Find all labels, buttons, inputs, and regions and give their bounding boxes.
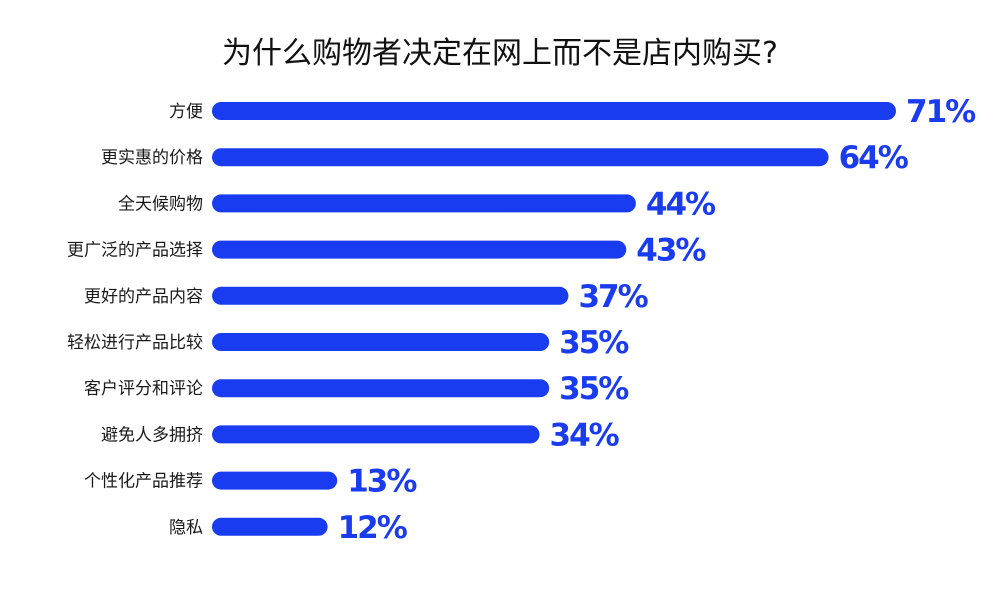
bar-row: 避免人多拥挤 34% <box>101 417 622 453</box>
chart-title: 为什么购物者决定在网上而不是店内购买? <box>222 36 778 71</box>
bar-row: 更广泛的产品选择 43% <box>67 233 708 269</box>
bar <box>212 425 540 444</box>
bar-row: 轻松进行产品比较 35% <box>67 325 631 361</box>
category-label: 更实惠的价格 <box>101 148 203 168</box>
value-label: 13% <box>347 464 417 500</box>
bar <box>212 286 569 305</box>
value-label: 35% <box>559 371 629 407</box>
value-label: 35% <box>559 325 629 361</box>
bar <box>212 517 328 536</box>
bar-row: 方便 71% <box>169 94 978 130</box>
bar <box>212 148 829 167</box>
category-label: 隐私 <box>169 518 203 538</box>
category-label: 更好的产品内容 <box>84 287 203 307</box>
category-label: 客户评分和评论 <box>84 379 203 399</box>
bar-row: 隐私 12% <box>169 510 410 546</box>
value-label: 64% <box>839 140 909 176</box>
bar-row: 更好的产品内容 37% <box>84 279 651 315</box>
bar <box>212 471 338 490</box>
value-label: 44% <box>646 186 716 222</box>
bar-row: 客户评分和评论 35% <box>84 371 631 407</box>
value-label: 43% <box>636 233 706 269</box>
bar-row: 个性化产品推荐 13% <box>84 464 419 500</box>
value-label: 71% <box>906 94 976 130</box>
category-label: 轻松进行产品比较 <box>67 333 203 353</box>
value-label: 37% <box>578 279 648 315</box>
category-label: 个性化产品推荐 <box>84 472 203 492</box>
bar <box>212 379 550 398</box>
category-label: 更广泛的产品选择 <box>67 241 203 261</box>
category-label: 方便 <box>169 102 203 122</box>
bar <box>212 240 627 259</box>
value-label: 34% <box>550 417 620 453</box>
bar-row: 更实惠的价格 64% <box>101 140 911 176</box>
bar <box>212 333 550 351</box>
bar <box>212 194 636 213</box>
category-label: 避免人多拥挤 <box>101 425 203 445</box>
value-label: 12% <box>338 510 408 546</box>
bar-row: 全天候购物 44% <box>118 186 718 222</box>
category-label: 全天候购物 <box>118 194 203 214</box>
bar <box>212 102 896 120</box>
